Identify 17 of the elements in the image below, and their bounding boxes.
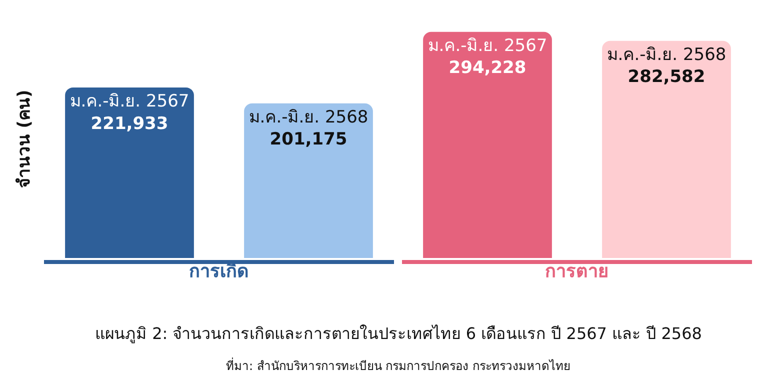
bar xyxy=(244,103,373,258)
x-tick-label: การตาย xyxy=(545,261,609,282)
text: ม.ค.-มิ.ย. 2568 xyxy=(248,108,368,128)
text: ที่มา: สำนักบริหารการทะเบียน กรมการปกครอง กระทรวงมหาดไทย xyxy=(226,357,570,373)
x-tick-label: การเกิด xyxy=(189,261,249,282)
text: ม.ค.-มิ.ย. 2567 xyxy=(70,92,190,112)
data-label: 221,933 xyxy=(90,114,168,134)
y-axis-title: จำนวน (คน) xyxy=(14,90,35,188)
series-label: ม.ค.-มิ.ย. 2568 xyxy=(606,45,726,66)
data-label: 294,228 xyxy=(448,58,526,78)
bar xyxy=(65,87,194,258)
data-label: 201,175 xyxy=(270,130,348,150)
text: แผนภูมิ 2: จำนวนการเกิดและการตายในประเทศไทย 6 เดือนแรก ปี 2567 และ ปี 2568 xyxy=(95,324,702,344)
series-label: ม.ค.-มิ.ย. 2567 xyxy=(428,36,548,56)
data-label: 282,582 xyxy=(628,67,706,88)
bar xyxy=(423,32,552,258)
bar xyxy=(602,40,731,258)
